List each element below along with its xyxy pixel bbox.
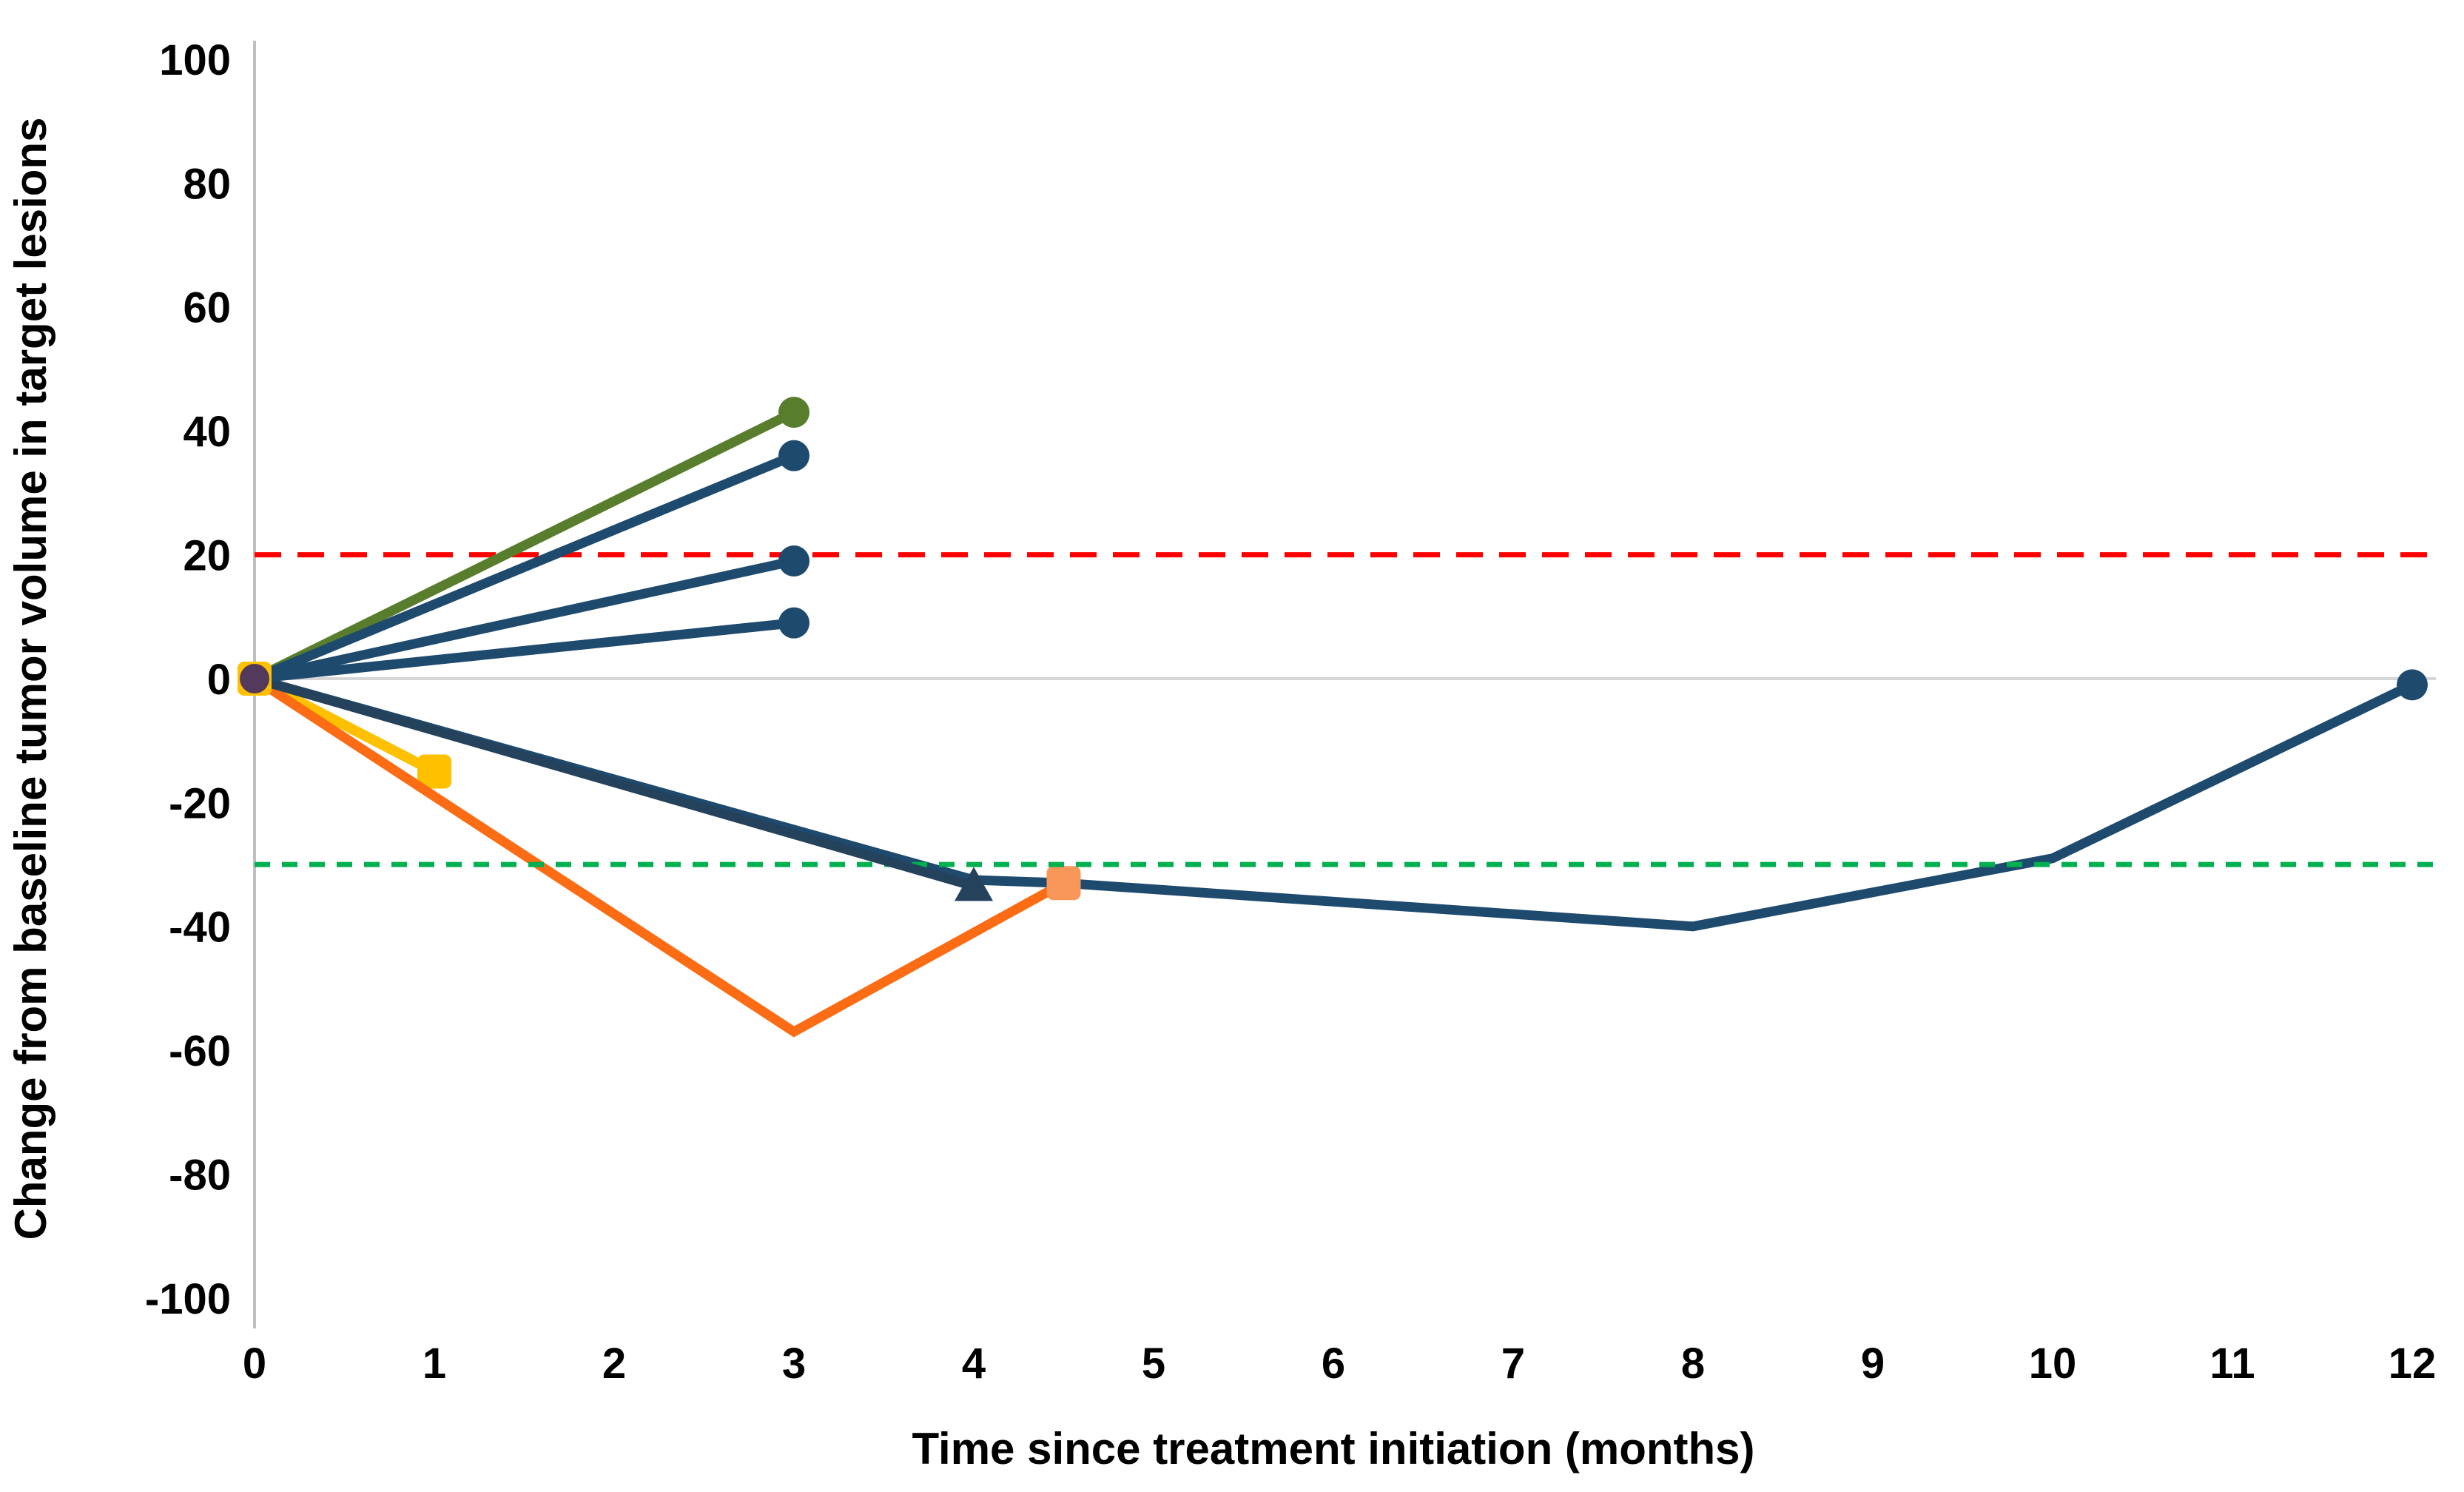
y-tick-label: 40 bbox=[183, 408, 231, 456]
x-tick-label: 0 bbox=[243, 1340, 266, 1388]
x-tick-label: 2 bbox=[602, 1340, 626, 1388]
x-tick-label: 10 bbox=[2029, 1340, 2077, 1388]
x-tick-label: 12 bbox=[2389, 1340, 2437, 1388]
x-tick-label: 3 bbox=[782, 1340, 806, 1388]
y-tick-label: 80 bbox=[183, 160, 231, 208]
patient-navy-a-line bbox=[249, 451, 799, 684]
y-tick-label: 100 bbox=[159, 36, 231, 84]
y-tick-label: 60 bbox=[183, 284, 231, 332]
patient-yellow-marker bbox=[417, 754, 451, 789]
x-tick-label: 7 bbox=[1501, 1340, 1525, 1388]
patient-navy-c-marker bbox=[778, 607, 809, 639]
x-tick-label: 5 bbox=[1142, 1340, 1165, 1388]
x-tick-label: 1 bbox=[423, 1340, 446, 1388]
y-tick-label: 20 bbox=[183, 531, 231, 579]
patient-navy-long-follow-up-line bbox=[249, 673, 2417, 932]
x-tick-label: 4 bbox=[962, 1340, 986, 1388]
patient-navy-c-line bbox=[249, 618, 799, 684]
patient-navy-b-marker bbox=[778, 545, 809, 577]
patient-navy-triangle-line bbox=[249, 673, 979, 891]
patient-navy-long-follow-up-marker bbox=[2397, 669, 2428, 701]
x-tick-label: 6 bbox=[1322, 1340, 1345, 1388]
y-tick-label: -100 bbox=[145, 1275, 231, 1323]
x-axis-title: Time since treatment initiation (months) bbox=[912, 1424, 1754, 1473]
y-tick-label: -20 bbox=[169, 779, 231, 827]
patient-orange-marker bbox=[1046, 866, 1081, 901]
baseline-origin-circle-marker-marker bbox=[240, 664, 269, 693]
y-tick-label: 0 bbox=[207, 656, 231, 704]
patient-navy-triangle-marker bbox=[955, 867, 993, 901]
y-axis-title: Change from baseline tumor volume in tar… bbox=[6, 118, 55, 1240]
x-tick-label: 11 bbox=[2209, 1340, 2255, 1388]
x-tick-label: 9 bbox=[1861, 1340, 1885, 1388]
patient-green-marker bbox=[778, 397, 809, 429]
patient-green-line bbox=[249, 407, 799, 684]
x-tick-label: 8 bbox=[1681, 1340, 1705, 1388]
patient-orange-line bbox=[249, 673, 1068, 1038]
patient-navy-a-marker bbox=[778, 440, 809, 471]
y-tick-label: -60 bbox=[169, 1027, 231, 1075]
y-tick-label: -80 bbox=[169, 1151, 231, 1199]
y-tick-label: -40 bbox=[169, 904, 231, 952]
patient-navy-b-line bbox=[249, 556, 799, 684]
